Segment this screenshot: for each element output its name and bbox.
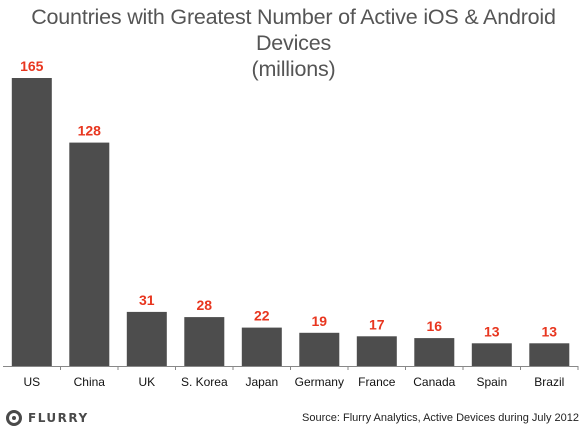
bar-canada [414,338,455,366]
category-label: Germany [295,375,344,389]
value-label: 16 [427,318,443,334]
value-label: 22 [254,308,270,324]
value-label: 17 [369,316,385,332]
category-label: Japan [245,375,278,389]
category-label: S. Korea [181,375,228,389]
logo-text: FLURRY [28,411,89,425]
category-label: UK [138,375,155,389]
chart-title-main: Countries with Greatest Number of Active… [31,5,556,55]
value-label: 13 [542,323,558,339]
flurry-logo: FLURRY [6,410,89,426]
bar-us [11,78,52,366]
value-label: 31 [139,292,155,308]
bar-chart: 165 US 128 China 31 UK 28 S. Korea 22 Japan 19 Germ… [3,58,579,389]
value-label: 165 [20,58,44,74]
chart-subtitle: (millions) [251,57,336,81]
bar-spain [471,343,512,366]
category-label: Brazil [534,375,564,389]
bar-uk [126,311,167,366]
flurry-logo-icon [6,410,22,426]
category-label: China [74,375,106,389]
chart-title: Countries with Greatest Number of Active… [0,4,587,82]
value-label: 128 [78,123,102,139]
category-label: Spain [476,375,507,389]
bar-japan [241,327,282,366]
category-label: France [358,375,396,389]
value-label: 13 [484,323,500,339]
footer: FLURRY Source: Flurry Analytics, Active … [0,403,587,433]
bar-china [69,142,110,366]
value-label: 28 [197,297,213,313]
value-label: 19 [312,313,328,329]
bar-s-korea [184,317,225,366]
bar-france [356,336,397,366]
category-label: Canada [413,375,455,389]
source-note: Source: Flurry Analytics, Active Devices… [302,412,579,424]
bar-brazil [529,343,570,366]
category-label: US [23,375,40,389]
bar-germany [299,332,340,366]
